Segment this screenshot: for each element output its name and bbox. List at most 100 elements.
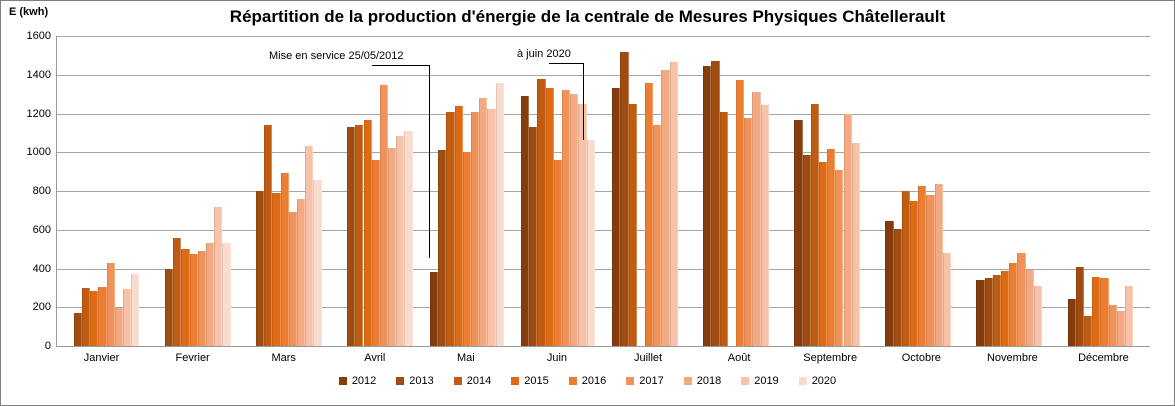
y-tick-label: 400: [32, 262, 51, 275]
bar-septembre-2017: [835, 169, 844, 346]
bar-mars-2014: [264, 125, 273, 346]
legend-swatch-2017: [626, 377, 635, 385]
legend-swatch-2019: [741, 377, 750, 385]
x-axis-label-novembre: Novembre: [986, 352, 1038, 364]
bar-août-2018: [752, 92, 761, 346]
bar-juin-2015: [545, 88, 554, 346]
bar-avril-2014: [355, 125, 364, 346]
bar-octobre-2019: [942, 253, 951, 346]
bar-avril-2016: [371, 160, 380, 346]
legend-label: 2018: [696, 375, 722, 387]
x-axis-label-août: Août: [727, 352, 751, 364]
bar-septembre-2018: [843, 113, 852, 346]
bar-novembre-2014: [992, 275, 1002, 346]
bar-fevrier-2019: [214, 207, 223, 346]
bar-août-2012: [703, 66, 712, 346]
bar-novembre-2018: [1025, 270, 1034, 346]
chart-title: Répartition de la production d'énergie d…: [229, 7, 946, 26]
legend-label: 2019: [754, 375, 779, 387]
annotation-a-juin-2020: à juin 2020: [517, 48, 571, 60]
bar-novembre-2016: [1009, 262, 1018, 346]
legend-swatch-2020: [798, 377, 807, 385]
legend-label: 2017: [639, 375, 664, 387]
gridline: [57, 113, 1150, 115]
annotation-leader-line: [549, 63, 583, 64]
bar-janvier-2019: [123, 288, 132, 346]
legend-label: 2014: [466, 375, 492, 387]
bar-octobre-2015: [910, 200, 919, 346]
legend-item-2019: 2019: [741, 375, 779, 387]
legend-swatch-2014: [453, 377, 462, 385]
bar-janvier-2016: [98, 286, 107, 346]
bar-mai-2014: [446, 111, 455, 346]
bar-juillet-2016: [644, 83, 654, 346]
x-axis-label-avril: Avril: [364, 352, 386, 364]
bar-mai-2019: [487, 108, 496, 346]
bar-novembre-2012: [976, 280, 985, 346]
bar-mars-2017: [288, 212, 297, 346]
legend-swatch-2012: [338, 377, 347, 385]
y-axis-title: E (kwh): [9, 6, 49, 18]
legend: 2012 2013 2014 2015 2016 2017 2018 2019 2020: [1, 375, 1174, 387]
bar-mars-2020: [313, 180, 322, 346]
annotation-mise-en-service: Mise en service 25/05/2012: [269, 50, 404, 62]
gridline: [57, 268, 1150, 270]
bar-octobre-2012: [885, 221, 894, 346]
y-tick-label: 600: [32, 223, 51, 236]
annotation-leader-line: [429, 65, 430, 258]
bar-décembre-2019: [1124, 285, 1134, 346]
bar-janvier-2015: [90, 290, 99, 346]
y-tick-label: 1400: [26, 68, 51, 81]
legend-label: 2020: [811, 375, 837, 387]
legend-item-2016: 2016: [568, 375, 607, 387]
legend-label: 2015: [524, 375, 549, 387]
bar-mai-2018: [479, 98, 488, 346]
bar-fevrier-2013: [164, 268, 174, 346]
gridline: [57, 307, 1150, 309]
bar-novembre-2015: [1001, 271, 1010, 346]
bar-avril-2020: [404, 130, 413, 346]
bar-fevrier-2020: [222, 243, 231, 346]
bar-mai-2013: [438, 150, 447, 346]
legend-item-2017: 2017: [626, 375, 664, 387]
bar-mars-2015: [272, 192, 281, 346]
bar-novembre-2013: [984, 278, 993, 346]
bar-juillet-2018: [661, 69, 670, 346]
y-tick-label: 1600: [26, 30, 51, 42]
bar-septembre-2019: [851, 142, 860, 346]
plot-area: [56, 36, 1150, 347]
legend-swatch-2016: [568, 377, 577, 385]
bar-septembre-2015: [818, 161, 828, 346]
bar-janvier-2017: [106, 262, 115, 346]
bar-décembre-2014: [1083, 315, 1093, 346]
bar-juin-2016: [553, 160, 563, 346]
bar-octobre-2017: [926, 194, 935, 346]
bar-décembre-2012: [1067, 298, 1076, 346]
x-axis-label-fevrier: Fevrier: [175, 352, 210, 364]
bar-juin-2020: [586, 139, 595, 346]
x-axis-label-septembre: Septembre: [803, 352, 858, 364]
gridline: [57, 152, 1150, 154]
x-axis-label-janvier: Janvier: [83, 352, 120, 364]
legend-item-2018: 2018: [683, 375, 722, 387]
bar-janvier-2020: [131, 274, 140, 346]
bar-août-2016: [736, 79, 745, 346]
bar-juillet-2014: [628, 103, 637, 346]
bar-fevrier-2017: [197, 251, 206, 346]
bar-juin-2017: [562, 90, 571, 346]
bar-octobre-2014: [901, 191, 910, 346]
bar-décembre-2013: [1075, 266, 1084, 346]
bar-août-2017: [744, 118, 753, 346]
y-tick-label: 1000: [26, 146, 51, 159]
y-tick-label: 1200: [26, 107, 51, 120]
bar-août-2013: [711, 61, 720, 346]
bar-janvier-2018: [114, 308, 124, 346]
bar-mars-2019: [305, 146, 314, 346]
legend-label: 2016: [581, 375, 607, 387]
bar-juin-2014: [537, 78, 546, 346]
bar-fevrier-2016: [189, 253, 198, 346]
bar-décembre-2017: [1108, 305, 1117, 346]
bar-novembre-2019: [1033, 285, 1043, 346]
annotation-leader-line: [372, 65, 429, 66]
bar-mai-2017: [470, 111, 480, 346]
